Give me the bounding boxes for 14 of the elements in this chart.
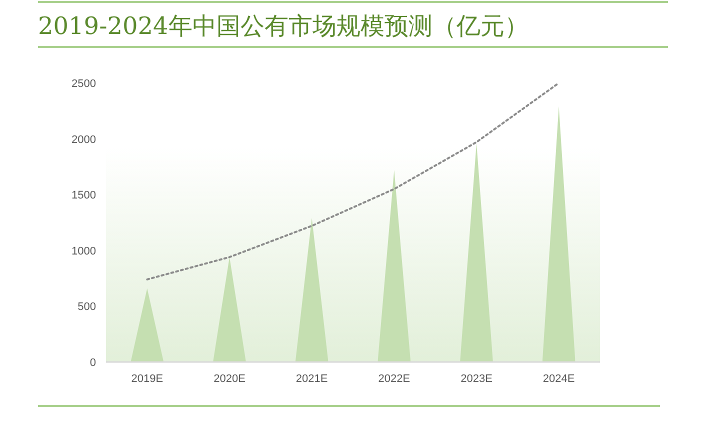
y-tick-label: 1500 — [72, 190, 96, 202]
x-tick-label: 2019E — [131, 373, 164, 385]
chart-title: 2019-2024年中国公有市场规模预测（亿元） — [38, 12, 528, 40]
y-tick-label: 500 — [78, 301, 96, 314]
x-tick-label: 2024E — [542, 373, 575, 385]
y-tick-label: 2000 — [72, 134, 96, 146]
line-series — [146, 82, 560, 280]
x-tick-label: 2023E — [460, 373, 492, 385]
y-tick-label: 2500 — [72, 78, 96, 90]
x-tick-label: 2022E — [378, 373, 410, 385]
y-tick-label: 1000 — [72, 245, 96, 258]
x-tick-label: 2021E — [296, 373, 328, 385]
y-tick-label: 0 — [90, 357, 96, 369]
x-tick-label: 2020E — [214, 373, 246, 385]
